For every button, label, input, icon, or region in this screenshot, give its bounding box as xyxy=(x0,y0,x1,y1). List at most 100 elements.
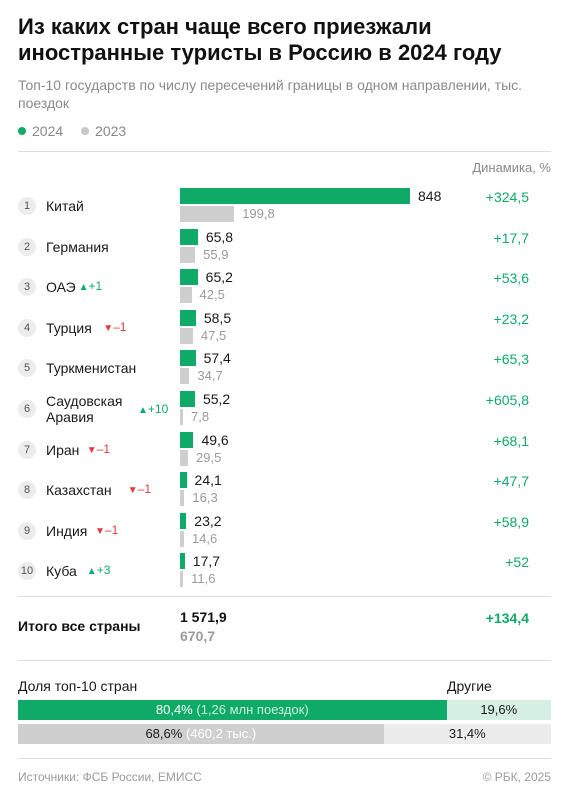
rank-change: ▲+1 xyxy=(79,279,103,293)
value-label-2023: 14,6 xyxy=(191,530,218,546)
country-label: Китай xyxy=(46,198,84,214)
bar-2023 xyxy=(180,530,184,547)
country-label: Туркменистан xyxy=(46,360,136,376)
country-name: ОАЭ xyxy=(46,279,76,296)
chart-title: Из каких стран чаще всего приезжали инос… xyxy=(18,14,502,65)
country-name: Турция xyxy=(46,319,92,336)
rank-change: ▼–1 xyxy=(103,320,126,334)
bar-2024 xyxy=(180,391,195,407)
rank-badge: 5 xyxy=(18,359,36,378)
share-others-2023: 31,4% xyxy=(448,726,486,741)
bar-2024 xyxy=(180,269,198,286)
bar-2024 xyxy=(180,431,194,448)
value-label-2023: 16,3 xyxy=(192,490,218,506)
share-others-2024: 19,6% xyxy=(480,702,518,717)
chart-row: 3 ОАЭ ▲+1 65,2 42,5 +53,6 xyxy=(0,267,569,307)
total-dynamics: +134,4 xyxy=(485,610,529,626)
bar-2024 xyxy=(180,472,187,489)
share-note-2023: (460,2 тыс.) xyxy=(185,726,257,741)
rank-badge: 1 xyxy=(18,197,36,215)
rank-badge: 9 xyxy=(18,521,36,540)
rank-change-value: –1 xyxy=(113,319,127,334)
dynamics-value: +324,5 xyxy=(485,189,529,205)
value-label-2023: 55,9 xyxy=(203,246,229,262)
bar-2023 xyxy=(180,571,184,588)
share-segment-top10-2023: 68,6% (460,2 тыс.) xyxy=(18,724,384,744)
dynamics-value: +17,7 xyxy=(493,229,529,246)
others-label: Другие xyxy=(447,678,492,694)
country-label: Саудовская Аравия xyxy=(46,393,130,425)
rank-badge: 8 xyxy=(18,481,36,500)
country-name: Саудовская Аравия xyxy=(46,393,123,425)
value-label-2024: 57,4 xyxy=(203,350,231,367)
bar-2024 xyxy=(180,553,185,570)
legend: 2024 2023 xyxy=(18,122,140,139)
value-label-2024: 65,2 xyxy=(205,269,233,286)
rank-change-value: –1 xyxy=(96,441,111,456)
chart-subtitle: Топ-10 государств по числу пересечений г… xyxy=(18,77,523,111)
value-label-2023: 42,5 xyxy=(199,287,225,303)
rank-change-value: –1 xyxy=(104,522,119,537)
country-label: Казахстан xyxy=(46,482,112,498)
total-value-2023: 670,7 xyxy=(180,628,216,644)
value-label-2024: 17,7 xyxy=(192,553,221,570)
top-divider xyxy=(18,151,551,152)
country-label: Германия xyxy=(46,239,109,255)
dynamics-value: +605,8 xyxy=(485,392,529,408)
country-label: Иран xyxy=(46,442,79,458)
legend-label-current: 2024 xyxy=(32,123,64,139)
rank-change: ▼–1 xyxy=(95,523,118,537)
rank-badge: 2 xyxy=(18,237,36,256)
dynamics-value: +23,2 xyxy=(493,310,529,327)
sources: Источники: ФСБ России, ЕМИСС xyxy=(18,770,202,784)
total-label: Итого все страны xyxy=(18,618,141,634)
rank-badge: 3 xyxy=(18,278,36,297)
bar-2023 xyxy=(180,327,193,344)
total-divider-bottom xyxy=(18,660,551,661)
country-label: Куба xyxy=(46,563,77,579)
triangle-down-icon: ▼ xyxy=(103,322,114,334)
triangle-down-icon: ▼ xyxy=(86,444,97,456)
rank-badge: 10 xyxy=(18,562,36,581)
value-label-2023: 34,7 xyxy=(197,368,223,384)
triangle-down-icon: ▼ xyxy=(95,525,105,537)
bar-2024 xyxy=(180,188,410,204)
country-name: Иран xyxy=(46,441,80,458)
dynamics-value: +58,9 xyxy=(493,513,529,530)
share-label: Доля топ-10 стран xyxy=(18,678,138,694)
country-label: Турция xyxy=(46,320,92,336)
chart-row: 10 Куба ▲+3 17,7 11,6 +52 xyxy=(0,551,569,591)
value-label-2024: 848 xyxy=(418,188,442,204)
triangle-down-icon: ▼ xyxy=(127,485,138,497)
chart-row: 9 Индия ▼–1 23,2 14,6 +58,9 xyxy=(0,511,569,551)
total-value-2024: 1 571,9 xyxy=(180,609,227,625)
chart-row: 7 Иран ▼–1 49,6 29,5 +68,1 xyxy=(0,430,569,470)
value-label-2023: 7,8 xyxy=(191,409,210,424)
country-name: Туркменистан xyxy=(46,360,137,377)
chart-row: 1 Китай 848 199,8 +324,5 xyxy=(0,186,569,226)
value-label-2024: 55,2 xyxy=(202,391,231,407)
chart-row: 6 Саудовская Аравия ▲+10 55,2 7,8 +605,8 xyxy=(0,389,569,429)
country-name: Куба xyxy=(46,563,77,580)
rank-change: ▲+10 xyxy=(138,402,168,416)
value-label-2024: 65,8 xyxy=(205,228,234,245)
rank-change: ▲+3 xyxy=(87,563,111,577)
bar-2023 xyxy=(180,246,196,263)
country-name: Китай xyxy=(46,198,84,214)
country-name: Казахстан xyxy=(46,482,112,499)
rank-badge: 4 xyxy=(18,318,36,337)
value-label-2024: 49,6 xyxy=(201,431,229,448)
rank-change: ▼–1 xyxy=(87,442,110,456)
bar-2024 xyxy=(180,309,196,326)
value-label-2024: 23,2 xyxy=(194,512,222,529)
total-divider-top xyxy=(18,596,551,597)
legend-dot-previous xyxy=(81,127,90,135)
triangle-up-icon: ▲ xyxy=(138,405,148,416)
bar-2024 xyxy=(180,512,187,529)
value-label-2024: 58,5 xyxy=(203,309,232,326)
bar-2023 xyxy=(180,409,183,425)
footer-divider xyxy=(18,758,551,759)
bar-2023 xyxy=(180,449,188,466)
value-label-2023: 47,5 xyxy=(200,327,227,343)
bar-2023 xyxy=(180,206,235,222)
